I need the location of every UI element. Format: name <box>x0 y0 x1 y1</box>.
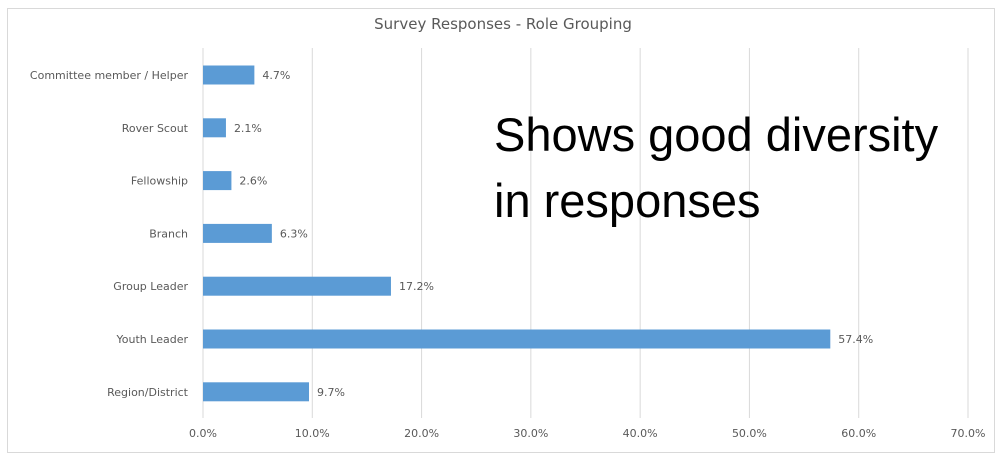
bar-chart: Survey Responses - Role Grouping Committ… <box>30 15 986 440</box>
annotation-line-2: in responses <box>494 174 761 227</box>
category-label: Group Leader <box>113 280 188 293</box>
bar <box>203 65 255 85</box>
data-label: 9.7% <box>317 386 345 399</box>
x-tick-label: 40.0% <box>623 427 658 440</box>
data-label: 2.1% <box>234 122 262 135</box>
chart-frame <box>7 8 995 453</box>
x-tick-label: 60.0% <box>841 427 876 440</box>
data-label: 2.6% <box>239 175 267 188</box>
bar <box>203 329 831 349</box>
x-tick-label: 30.0% <box>513 427 548 440</box>
x-tick-label: 70.0% <box>951 427 986 440</box>
category-label: Region/District <box>107 386 189 399</box>
gridlines <box>202 48 969 418</box>
category-labels: Committee member / Helper Rover Scout Fell… <box>30 69 189 399</box>
data-label: 57.4% <box>838 333 873 346</box>
x-axis-tick-labels: 0.0% 10.0% 20.0% 30.0% 40.0% 50.0% 60.0% 70.0% <box>189 427 985 440</box>
data-label: 4.7% <box>262 69 290 82</box>
category-label: Youth Leader <box>116 333 189 346</box>
annotation-text: Shows good diversity in responses <box>494 102 974 234</box>
chart-title: Survey Responses - Role Grouping <box>374 15 632 33</box>
bar <box>203 382 310 402</box>
x-tick-label: 0.0% <box>189 427 217 440</box>
category-label: Branch <box>149 227 188 240</box>
bar <box>203 171 232 191</box>
annotation-line-1: Shows good diversity <box>494 108 939 161</box>
data-labels: 4.7% 2.1% 2.6% 6.3% 17.2% 57.4% 9.7% <box>234 69 873 399</box>
bar <box>203 118 226 138</box>
data-label: 6.3% <box>280 227 308 240</box>
bars <box>203 65 831 402</box>
x-tick-label: 20.0% <box>404 427 439 440</box>
x-tick-label: 50.0% <box>732 427 767 440</box>
bar <box>203 276 391 296</box>
category-label: Fellowship <box>131 175 188 188</box>
x-tick-label: 10.0% <box>295 427 330 440</box>
category-label: Committee member / Helper <box>30 69 189 82</box>
bar <box>203 223 272 243</box>
category-label: Rover Scout <box>122 122 189 135</box>
data-label: 17.2% <box>399 280 434 293</box>
